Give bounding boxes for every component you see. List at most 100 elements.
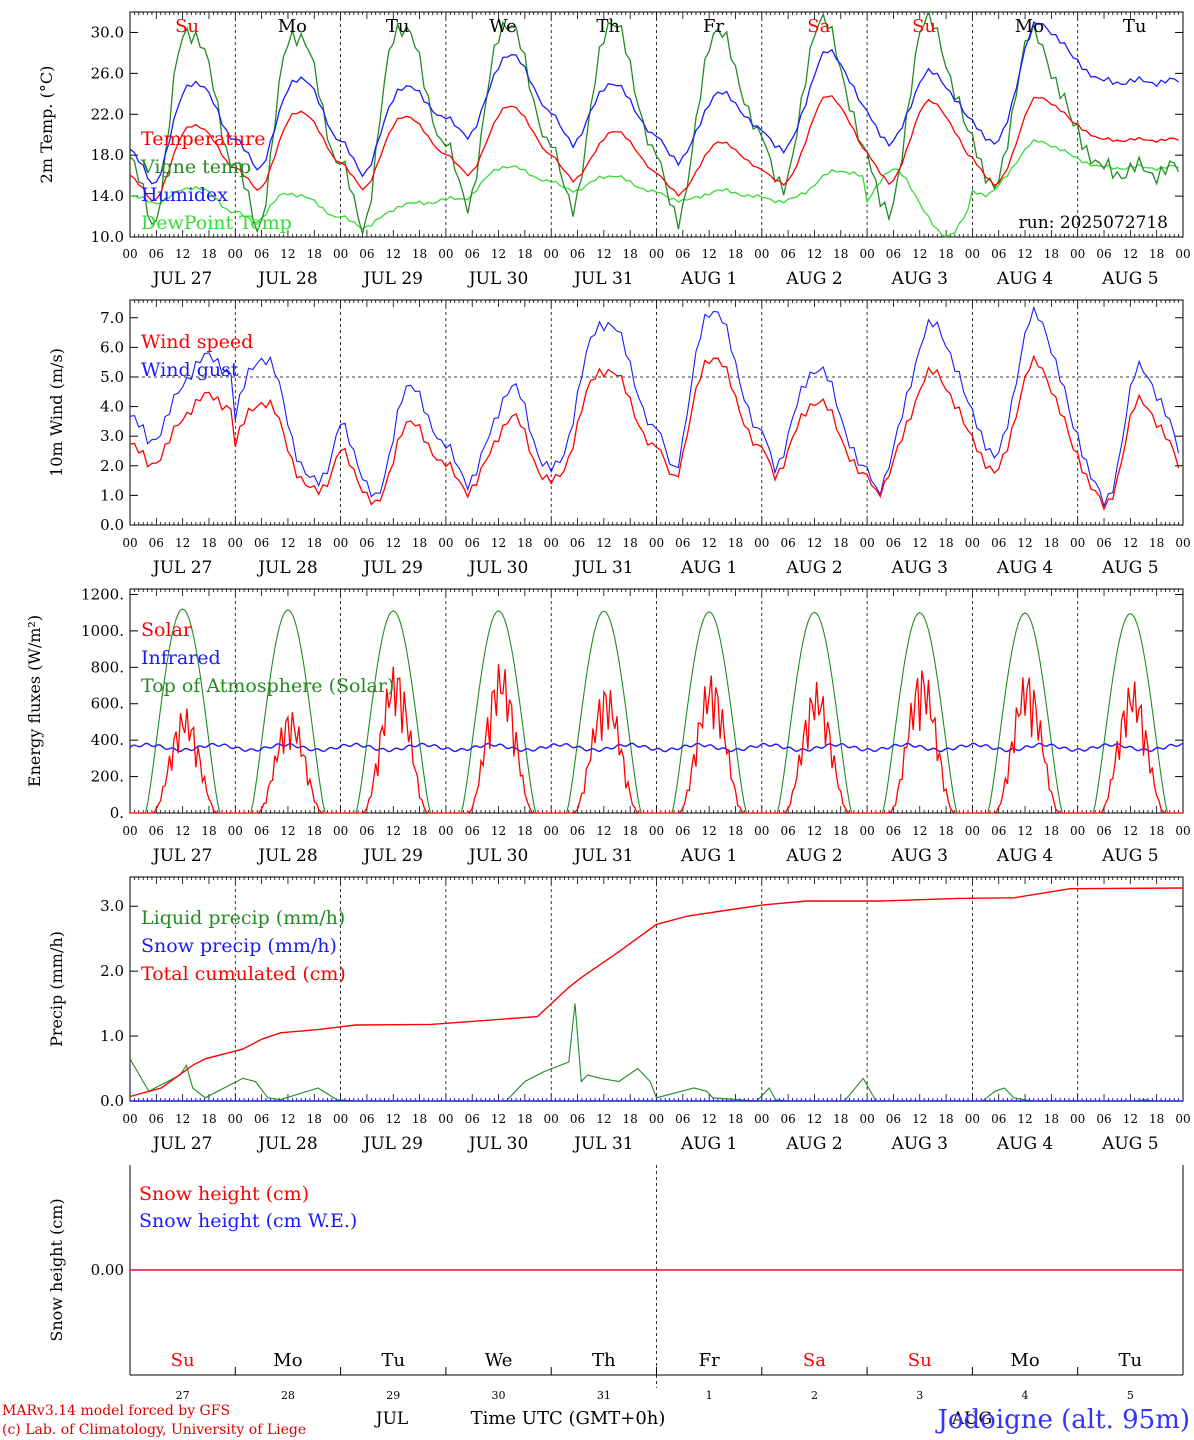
y-tick-label: 3.0 bbox=[100, 897, 124, 915]
hour-tick-label: 12 bbox=[175, 247, 190, 261]
hour-tick-label: 00 bbox=[1175, 536, 1190, 550]
y-tick-label: 0.0 bbox=[100, 516, 124, 534]
y-tick-label: 800. bbox=[91, 658, 124, 676]
y-tick-label: 1200. bbox=[81, 585, 124, 603]
day-abbrev: Su bbox=[175, 16, 199, 37]
legend-entry: Snow precip (mm/h) bbox=[141, 935, 337, 957]
hour-tick-label: 18 bbox=[412, 536, 427, 550]
day-number: 3 bbox=[916, 1389, 923, 1402]
hour-tick-label: 12 bbox=[175, 824, 190, 838]
legend-entry: DewPoint Temp bbox=[141, 212, 292, 234]
hour-tick-label: 12 bbox=[386, 1112, 401, 1126]
date-label: AUG 1 bbox=[680, 269, 737, 289]
hour-tick-label: 06 bbox=[886, 824, 901, 838]
date-label: JUL 30 bbox=[467, 558, 528, 578]
hour-tick-label: 06 bbox=[780, 536, 795, 550]
day-number: 31 bbox=[597, 1389, 611, 1402]
hour-tick-label: 06 bbox=[465, 536, 480, 550]
hour-tick-label: 12 bbox=[1123, 536, 1138, 550]
hour-tick-label: 18 bbox=[307, 824, 322, 838]
day-abbrev: Fr bbox=[699, 1350, 720, 1371]
hour-tick-label: 00 bbox=[859, 247, 874, 261]
hour-tick-label: 12 bbox=[280, 247, 295, 261]
hour-tick-label: 12 bbox=[912, 824, 927, 838]
hour-tick-label: 00 bbox=[859, 824, 874, 838]
y-tick-label: 14.0 bbox=[91, 187, 124, 205]
y-tick-label: 0. bbox=[110, 804, 124, 822]
y-tick-label: 30.0 bbox=[91, 23, 124, 41]
hour-tick-label: 12 bbox=[386, 247, 401, 261]
month-label-aug: AUG bbox=[951, 1409, 992, 1429]
hour-tick-label: 06 bbox=[991, 824, 1006, 838]
legend-entry: Total cumulated (cm) bbox=[141, 963, 346, 985]
model-credit: MARv3.14 model forced by GFS bbox=[2, 1403, 230, 1419]
hour-tick-label: 18 bbox=[623, 536, 638, 550]
hour-tick-label: 12 bbox=[1017, 824, 1032, 838]
hour-tick-label: 12 bbox=[386, 824, 401, 838]
y-tick-label: 600. bbox=[91, 695, 124, 713]
hour-tick-label: 18 bbox=[623, 247, 638, 261]
hour-tick-label: 00 bbox=[438, 247, 453, 261]
date-label: AUG 3 bbox=[891, 269, 948, 289]
station-name: Jodoigne (alt. 95m) bbox=[934, 1405, 1190, 1435]
hour-tick-label: 18 bbox=[517, 1112, 532, 1126]
date-label: JUL 28 bbox=[256, 846, 317, 866]
hour-tick-label: 18 bbox=[307, 536, 322, 550]
day-abbrev: Su bbox=[908, 1350, 932, 1371]
legend-entry: Temperature bbox=[141, 128, 265, 150]
y-tick-label: 6.0 bbox=[100, 338, 124, 356]
date-label: JUL 28 bbox=[256, 269, 317, 289]
date-label: JUL 27 bbox=[151, 1134, 212, 1154]
hour-tick-label: 00 bbox=[1175, 247, 1190, 261]
hour-tick-label: 12 bbox=[1017, 536, 1032, 550]
hour-tick-label: 00 bbox=[965, 247, 980, 261]
hour-tick-label: 12 bbox=[491, 536, 506, 550]
hour-tick-label: 06 bbox=[254, 1112, 269, 1126]
hour-tick-label: 18 bbox=[938, 824, 953, 838]
date-label: JUL 27 bbox=[151, 558, 212, 578]
hour-tick-label: 12 bbox=[596, 536, 611, 550]
legend-entry: Snow height (cm W.E.) bbox=[139, 1210, 357, 1232]
hour-tick-label: 18 bbox=[517, 824, 532, 838]
hour-tick-label: 18 bbox=[201, 247, 216, 261]
hour-tick-label: 12 bbox=[1017, 1112, 1032, 1126]
legend-entry: Top of Atmosphere (Solar) bbox=[141, 675, 394, 697]
y-tick-label: 1.0 bbox=[100, 486, 124, 504]
hour-tick-label: 00 bbox=[649, 536, 664, 550]
hour-tick-label: 12 bbox=[280, 1112, 295, 1126]
series-line-gust bbox=[129, 305, 1180, 508]
legend-entry: Vigne temp bbox=[140, 156, 251, 178]
hour-tick-label: 06 bbox=[886, 1112, 901, 1126]
y-axis-title: Precip (mm/h) bbox=[47, 931, 66, 1047]
date-label: AUG 2 bbox=[785, 846, 842, 866]
day-abbrev: Sa bbox=[807, 16, 830, 37]
y-tick-label: 1000. bbox=[81, 622, 124, 640]
y-tick-label: 400. bbox=[91, 731, 124, 749]
hour-tick-label: 00 bbox=[1070, 1112, 1085, 1126]
hour-tick-label: 06 bbox=[359, 824, 374, 838]
hour-tick-label: 00 bbox=[228, 1112, 243, 1126]
day-number: 5 bbox=[1127, 1389, 1134, 1402]
hour-tick-label: 06 bbox=[570, 824, 585, 838]
y-tick-label: 2.0 bbox=[100, 457, 124, 475]
y-tick-label: 26.0 bbox=[91, 64, 124, 82]
run-annotation: run: 2025072718 bbox=[1019, 213, 1168, 233]
date-label: AUG 4 bbox=[996, 269, 1053, 289]
y-tick-label: 22.0 bbox=[91, 105, 124, 123]
date-label: AUG 5 bbox=[1101, 1134, 1158, 1154]
hour-tick-label: 00 bbox=[333, 536, 348, 550]
hour-tick-label: 00 bbox=[544, 536, 559, 550]
hour-tick-label: 18 bbox=[623, 1112, 638, 1126]
y-tick-label: 7.0 bbox=[100, 309, 124, 327]
hour-tick-label: 18 bbox=[1149, 247, 1164, 261]
date-label: AUG 1 bbox=[680, 558, 737, 578]
hour-tick-label: 18 bbox=[623, 824, 638, 838]
hour-tick-label: 12 bbox=[912, 1112, 927, 1126]
hour-tick-label: 18 bbox=[938, 247, 953, 261]
hour-tick-label: 00 bbox=[122, 536, 137, 550]
hour-tick-label: 06 bbox=[149, 536, 164, 550]
date-label: AUG 3 bbox=[891, 1134, 948, 1154]
hour-tick-label: 06 bbox=[149, 824, 164, 838]
hour-tick-label: 00 bbox=[333, 247, 348, 261]
